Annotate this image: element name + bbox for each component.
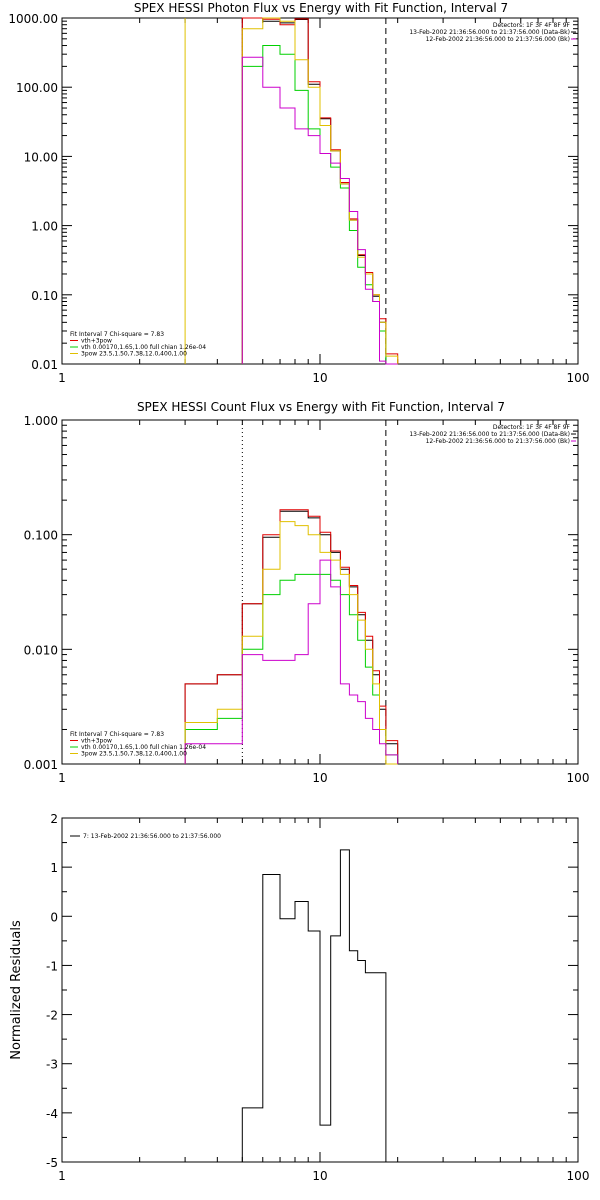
legend-text: 3pow 23.5,1.50,7.38,12.0,400,1.00: [81, 351, 187, 358]
y-tick-label: 2: [50, 812, 58, 826]
x-tick-label: 10: [312, 771, 327, 785]
series-line: [241, 56, 398, 365]
y-tick-label: 0.10: [31, 289, 58, 303]
photon-flux-title: SPEX HESSI Photon Flux vs Energy with Fi…: [134, 1, 508, 15]
series-line: [184, 521, 398, 765]
series-line: [241, 849, 387, 1162]
series-line: [241, 17, 398, 365]
header-text: 13-Feb-2002 21:36:56.000 to 21:37:56.000…: [409, 29, 570, 36]
legend-text: Fit Interval 7 Chi-square = 7.83: [70, 731, 164, 738]
count-flux-title: SPEX HESSI Count Flux vs Energy with Fit…: [137, 400, 505, 414]
series-line: [184, 509, 399, 764]
x-tick-label: 100: [567, 1169, 590, 1183]
y-tick-label: 0.001: [24, 758, 58, 772]
count-flux-panel: SPEX HESSI Count Flux vs Energy with Fit…: [24, 400, 590, 785]
legend-text: vth 0.00170,1.65,1.00 full chian 1.26e-0…: [81, 344, 206, 351]
header-text: Detectors: 1F 3F 4F 8F 9F: [493, 22, 571, 29]
legend-text: Fit Interval 7 Chi-square = 7.83: [70, 331, 164, 338]
x-tick-label: 10: [312, 371, 327, 385]
x-tick-label: 1: [58, 771, 66, 785]
photon-flux-plot-area: [61, 17, 579, 365]
series-line: [184, 559, 399, 764]
series-line: [184, 573, 399, 764]
photon-flux-panel: SPEX HESSI Photon Flux vs Energy with Fi…: [8, 1, 589, 385]
y-tick-label: 1: [50, 861, 58, 875]
legend-text: 3pow 23.5,1.50,7.38,12.0,400,1.00: [81, 751, 187, 758]
header-text: 12-Feb-2002 21:36:56.000 to 21:37:56.000…: [426, 438, 570, 445]
legend-text: vth+3pow: [81, 338, 112, 345]
y-tick-label: -4: [46, 1107, 58, 1121]
x-tick-label: 1: [58, 1169, 66, 1183]
y-tick-label: 10.00: [24, 150, 58, 164]
legend-text: 7: 13-Feb-2002 21:36:56.000 to 21:37:56.…: [83, 833, 221, 840]
y-tick-label: -1: [46, 959, 58, 973]
x-tick-label: 1: [58, 371, 66, 385]
x-tick-label: 100: [567, 371, 590, 385]
y-tick-label: -2: [46, 1009, 58, 1023]
series-line: [241, 17, 399, 364]
header-text: 12-Feb-2002 21:36:56.000 to 21:37:56.000…: [426, 36, 570, 43]
header-text: Detectors: 1F 3F 4F 8F 9F: [493, 424, 571, 431]
y-tick-label: 0: [50, 910, 58, 924]
y-tick-label: 1.00: [31, 220, 58, 234]
y-tick-label: 1.000: [24, 414, 58, 428]
x-tick-label: 10: [312, 1169, 327, 1183]
x-tick-label: 100: [567, 771, 590, 785]
y-tick-label: 100.00: [16, 81, 58, 95]
y-tick-label: 0.010: [24, 643, 58, 657]
legend-text: vth+3pow: [81, 738, 112, 745]
residuals-y-axis-label: Normalized Residuals: [9, 920, 24, 1060]
y-tick-label: 1000.00: [8, 12, 58, 26]
series-line: [241, 17, 399, 364]
y-tick-label: 0.01: [31, 358, 58, 372]
legend-text: vth 0.00170,1.65,1.00 full chian 1.26e-0…: [81, 744, 206, 751]
y-tick-label: -3: [46, 1058, 58, 1072]
residuals-panel: Normalized Residuals 1 10 100 -5 -4 -3 -2 -1 0 1 2…: [9, 812, 589, 1183]
y-tick-label: -5: [46, 1156, 58, 1170]
y-tick-label: 0.100: [24, 529, 58, 543]
header-text: 13-Feb-2002 21:36:56.000 to 21:37:56.000…: [409, 431, 570, 438]
